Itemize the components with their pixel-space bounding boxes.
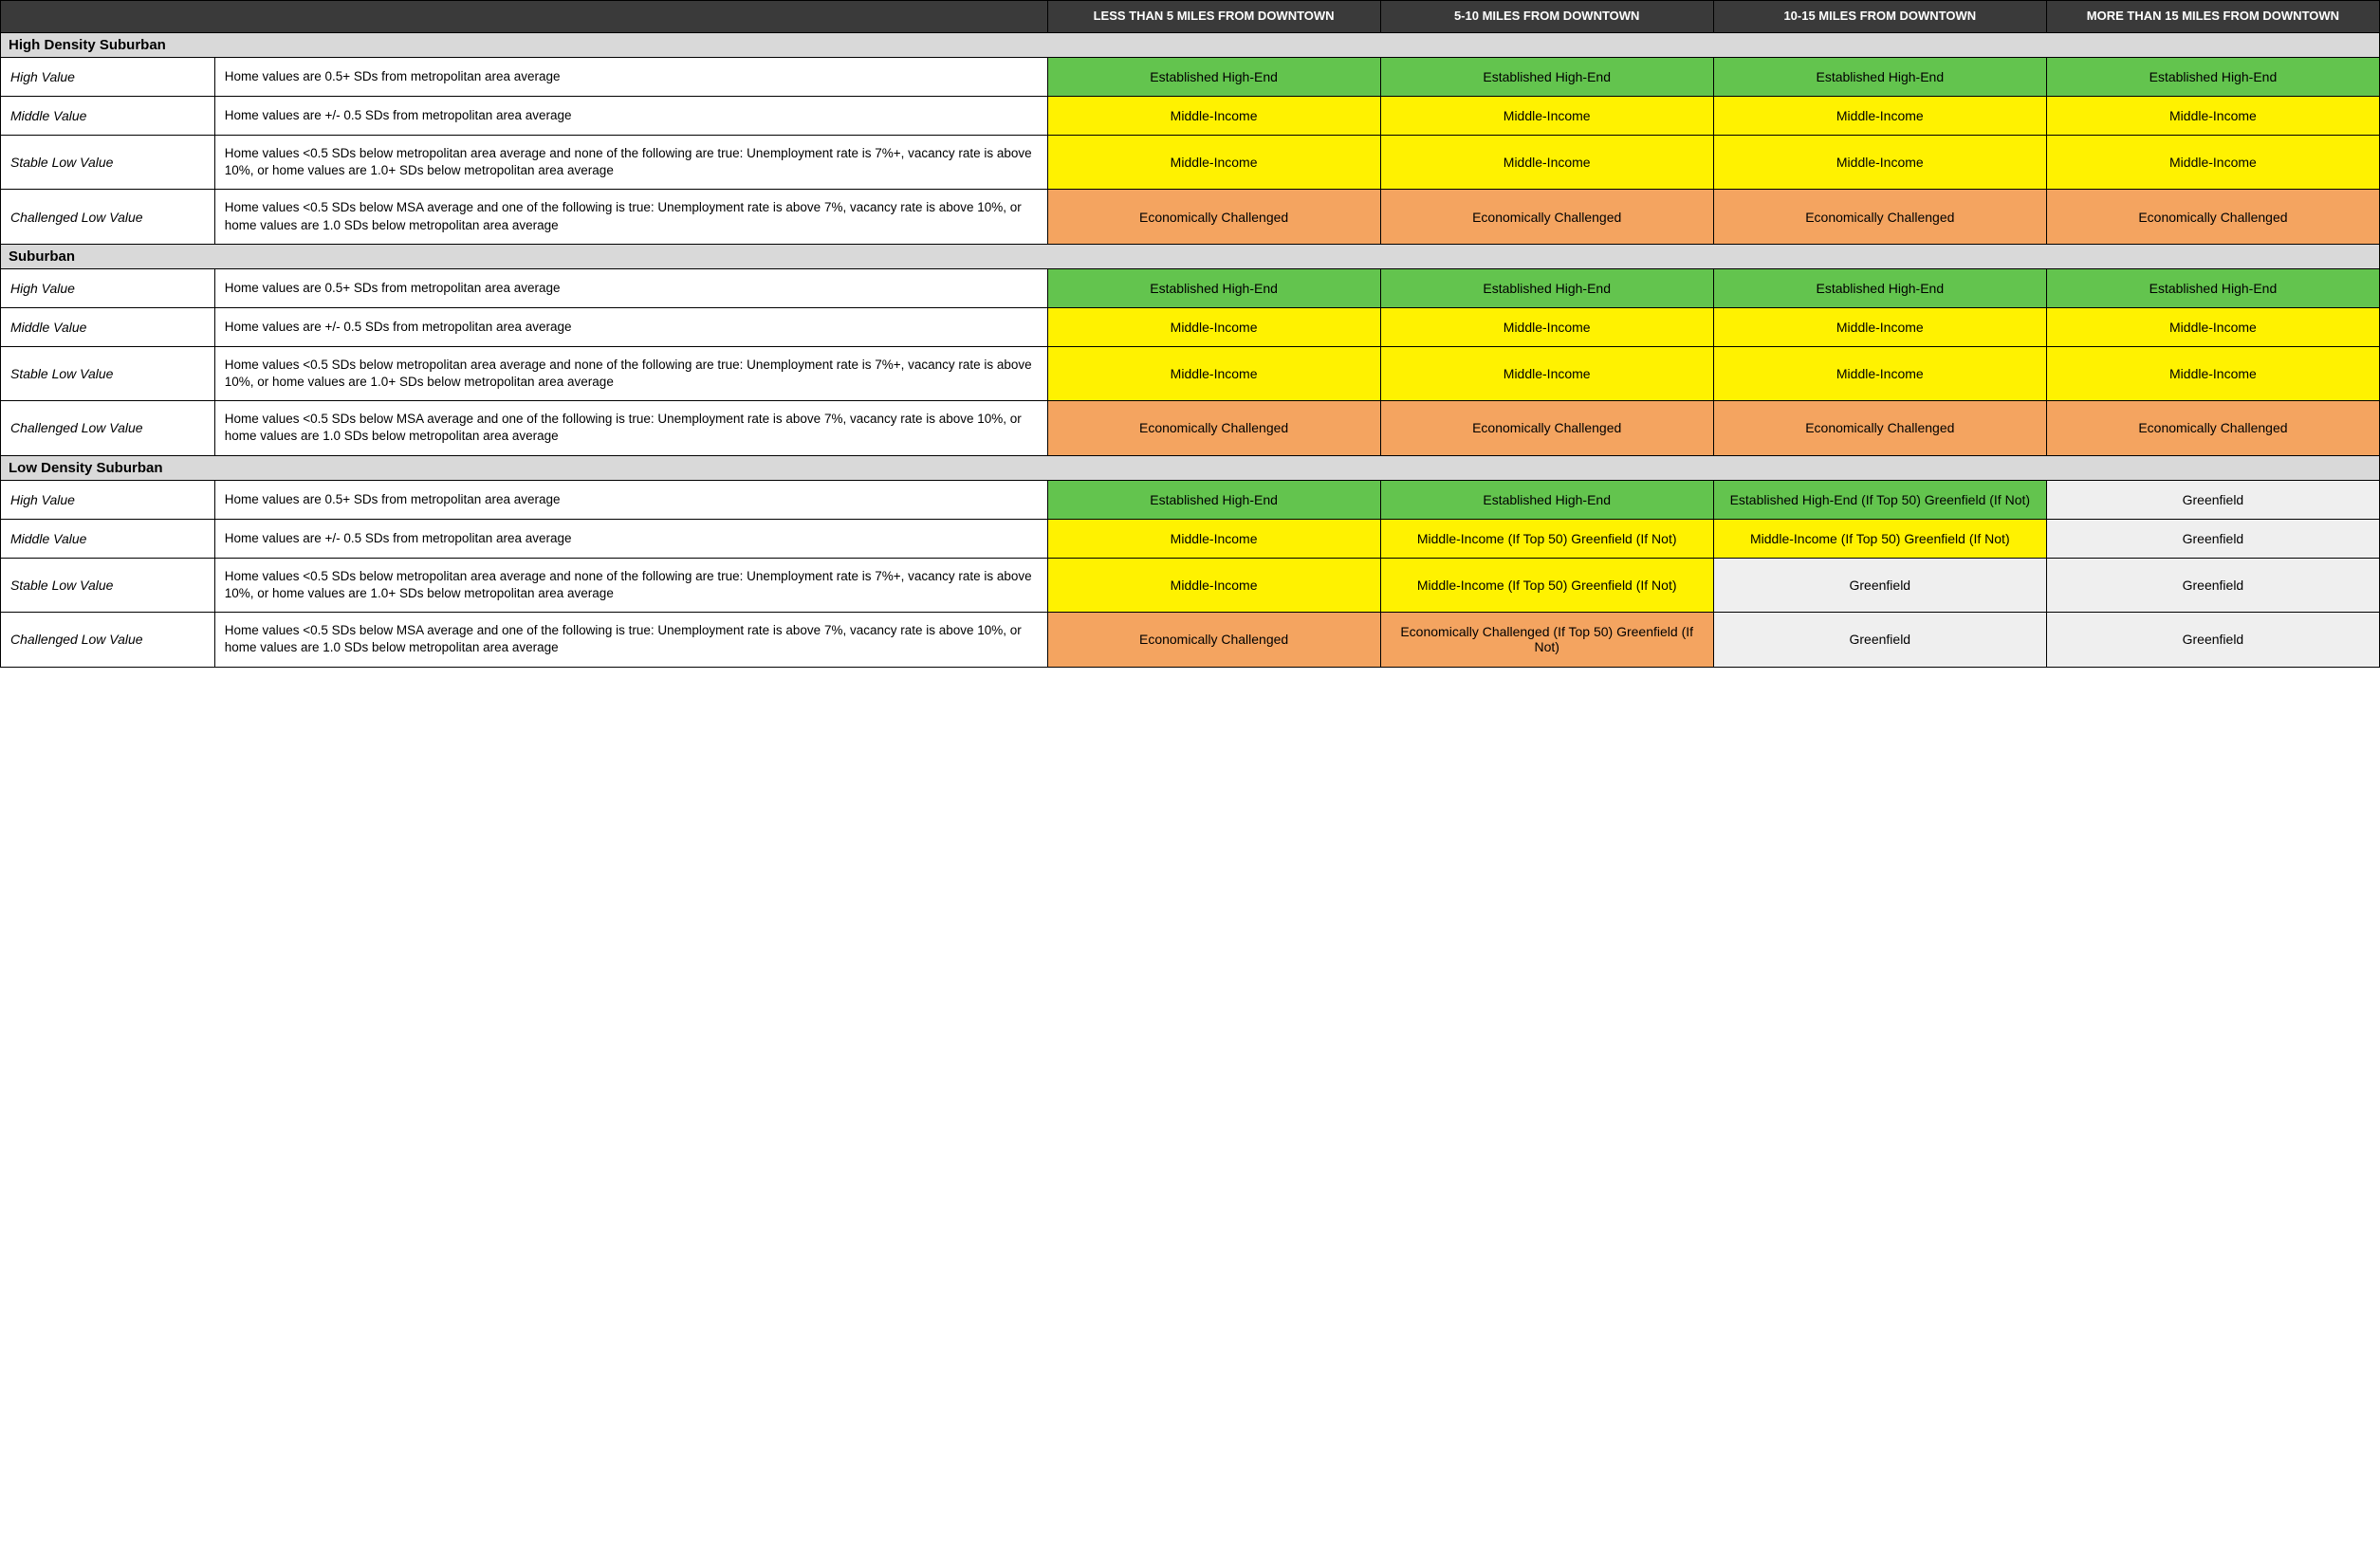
row-label: Challenged Low Value [1,613,215,667]
classification-cell: Greenfield [1713,558,2046,612]
row-description: Home values are +/- 0.5 SDs from metropo… [214,307,1047,346]
classification-cell: Economically Challenged (If Top 50) Gree… [1380,613,1713,667]
row-label: High Value [1,480,215,519]
row-description: Home values <0.5 SDs below metropolitan … [214,558,1047,612]
classification-cell: Middle-Income [2046,96,2379,135]
col-header: MORE THAN 15 MILES FROM DOWNTOWN [2046,1,2379,33]
classification-cell: Middle-Income [2046,135,2379,189]
table-row: High ValueHome values are 0.5+ SDs from … [1,480,2380,519]
classification-cell: Established High-End [1047,480,1380,519]
section-header: High Density Suburban [1,32,2380,57]
row-label: Middle Value [1,307,215,346]
row-label: High Value [1,57,215,96]
table-row: Middle ValueHome values are +/- 0.5 SDs … [1,519,2380,558]
row-label: High Value [1,268,215,307]
col-header: LESS THAN 5 MILES FROM DOWNTOWN [1047,1,1380,33]
table-row: Challenged Low ValueHome values <0.5 SDs… [1,190,2380,244]
section-title: Suburban [1,244,2380,268]
row-label: Stable Low Value [1,558,215,612]
header-blank [1,1,1048,33]
classification-cell: Middle-Income [1713,135,2046,189]
classification-cell: Economically Challenged [1713,401,2046,455]
classification-cell: Middle-Income [1380,135,1713,189]
table-row: Challenged Low ValueHome values <0.5 SDs… [1,401,2380,455]
classification-cell: Established High-End (If Top 50) Greenfi… [1713,480,2046,519]
classification-cell: Greenfield [2046,519,2379,558]
row-description: Home values are +/- 0.5 SDs from metropo… [214,519,1047,558]
classification-cell: Middle-Income [1713,96,2046,135]
table-row: Stable Low ValueHome values <0.5 SDs bel… [1,135,2380,189]
classification-cell: Greenfield [2046,480,2379,519]
section-title: Low Density Suburban [1,455,2380,480]
classification-cell: Economically Challenged [1380,190,1713,244]
row-description: Home values are 0.5+ SDs from metropolit… [214,57,1047,96]
row-label: Stable Low Value [1,346,215,400]
classification-cell: Middle-Income [1380,307,1713,346]
table-row: Stable Low ValueHome values <0.5 SDs bel… [1,346,2380,400]
classification-cell: Established High-End [1380,57,1713,96]
row-description: Home values <0.5 SDs below MSA average a… [214,190,1047,244]
row-description: Home values <0.5 SDs below MSA average a… [214,613,1047,667]
row-description: Home values <0.5 SDs below metropolitan … [214,346,1047,400]
table-row: Middle ValueHome values are +/- 0.5 SDs … [1,96,2380,135]
table-row: High ValueHome values are 0.5+ SDs from … [1,268,2380,307]
classification-cell: Established High-End [2046,268,2379,307]
classification-cell: Middle-Income [2046,346,2379,400]
classification-cell: Middle-Income [2046,307,2379,346]
row-label: Challenged Low Value [1,401,215,455]
row-label: Middle Value [1,519,215,558]
row-label: Middle Value [1,96,215,135]
row-description: Home values are 0.5+ SDs from metropolit… [214,480,1047,519]
classification-cell: Established High-End [1047,57,1380,96]
classification-cell: Greenfield [2046,613,2379,667]
row-description: Home values <0.5 SDs below metropolitan … [214,135,1047,189]
section-title: High Density Suburban [1,32,2380,57]
table-row: High ValueHome values are 0.5+ SDs from … [1,57,2380,96]
classification-cell: Middle-Income [1380,346,1713,400]
table-header: LESS THAN 5 MILES FROM DOWNTOWN 5-10 MIL… [1,1,2380,33]
classification-cell: Economically Challenged [1047,190,1380,244]
section-header: Suburban [1,244,2380,268]
table-row: Middle ValueHome values are +/- 0.5 SDs … [1,307,2380,346]
table-row: Stable Low ValueHome values <0.5 SDs bel… [1,558,2380,612]
section-header: Low Density Suburban [1,455,2380,480]
classification-cell: Established High-End [1380,268,1713,307]
classification-cell: Middle-Income [1047,307,1380,346]
classification-cell: Economically Challenged [2046,190,2379,244]
classification-cell: Middle-Income (If Top 50) Greenfield (If… [1713,519,2046,558]
classification-cell: Middle-Income [1713,307,2046,346]
classification-cell: Established High-End [1380,480,1713,519]
classification-cell: Middle-Income (If Top 50) Greenfield (If… [1380,558,1713,612]
row-description: Home values are +/- 0.5 SDs from metropo… [214,96,1047,135]
row-label: Challenged Low Value [1,190,215,244]
row-description: Home values are 0.5+ SDs from metropolit… [214,268,1047,307]
table-body: High Density SuburbanHigh ValueHome valu… [1,32,2380,667]
row-label: Stable Low Value [1,135,215,189]
classification-cell: Middle-Income [1713,346,2046,400]
classification-cell: Established High-End [1713,268,2046,307]
classification-cell: Middle-Income [1047,135,1380,189]
classification-cell: Greenfield [2046,558,2379,612]
classification-cell: Greenfield [1713,613,2046,667]
classification-cell: Economically Challenged [1047,401,1380,455]
classification-cell: Established High-End [1047,268,1380,307]
classification-cell: Economically Challenged [1380,401,1713,455]
classification-cell: Middle-Income (If Top 50) Greenfield (If… [1380,519,1713,558]
table-row: Challenged Low ValueHome values <0.5 SDs… [1,613,2380,667]
classification-cell: Middle-Income [1380,96,1713,135]
classification-table: LESS THAN 5 MILES FROM DOWNTOWN 5-10 MIL… [0,0,2380,668]
classification-cell: Middle-Income [1047,519,1380,558]
classification-cell: Established High-End [2046,57,2379,96]
classification-cell: Middle-Income [1047,558,1380,612]
classification-cell: Middle-Income [1047,346,1380,400]
classification-cell: Established High-End [1713,57,2046,96]
classification-cell: Middle-Income [1047,96,1380,135]
classification-cell: Economically Challenged [1047,613,1380,667]
classification-cell: Economically Challenged [2046,401,2379,455]
col-header: 5-10 MILES FROM DOWNTOWN [1380,1,1713,33]
classification-cell: Economically Challenged [1713,190,2046,244]
row-description: Home values <0.5 SDs below MSA average a… [214,401,1047,455]
col-header: 10-15 MILES FROM DOWNTOWN [1713,1,2046,33]
